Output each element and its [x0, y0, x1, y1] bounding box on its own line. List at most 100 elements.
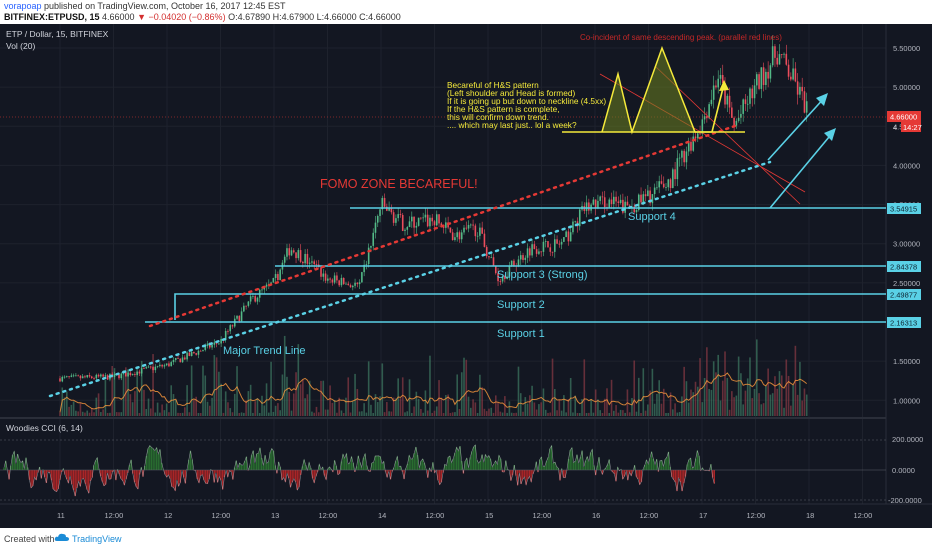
volume-bar	[395, 398, 397, 416]
cci-bar	[437, 470, 439, 481]
cci-bar	[591, 449, 593, 470]
candle-body	[597, 200, 599, 209]
support-1-label: Support 1	[497, 328, 545, 340]
support-3-tag-text: 2.84378	[890, 263, 917, 272]
volume-bar	[136, 366, 138, 416]
cci-bar	[589, 452, 592, 470]
cci-bar	[389, 470, 392, 480]
cci-bar	[584, 460, 587, 470]
volume-bar	[465, 359, 468, 416]
volume-bar	[728, 409, 731, 416]
candle-body	[417, 217, 420, 226]
volume-bar	[742, 404, 744, 416]
volume-bar	[272, 411, 275, 416]
volume-bar	[449, 412, 452, 416]
fomo-note: FOMO ZONE BECAREFUL!	[320, 177, 478, 191]
cci-bar	[60, 470, 63, 473]
candle-body	[681, 150, 683, 158]
cci-bar	[23, 468, 26, 470]
cci-bar	[238, 463, 241, 470]
cyan-projection-arrow-2	[769, 130, 835, 209]
volume-bar	[690, 389, 692, 416]
volume-bar	[70, 404, 73, 416]
cci-bar	[123, 470, 126, 486]
candle-body	[488, 256, 490, 258]
candle-body	[551, 251, 554, 253]
cci-bar	[457, 450, 460, 470]
hs-line-6: .... which may last just.. lol a week?	[447, 120, 577, 130]
volume-bar	[585, 412, 588, 416]
cci-bar	[672, 470, 675, 480]
volume-bar	[501, 412, 504, 416]
chart-area[interactable]: ETP / Dollar, 15, BITFINEX Vol (20) Co-i…	[0, 24, 932, 528]
candle-body	[88, 375, 91, 377]
hs-line-1: Becareful of H&S pattern	[447, 80, 539, 90]
cci-bar	[237, 467, 239, 470]
candle-body	[140, 368, 143, 374]
candle-body	[174, 357, 177, 360]
volume-bar	[263, 405, 266, 416]
volume-bar	[576, 412, 579, 416]
candle-body	[771, 46, 774, 66]
candle-body	[392, 212, 395, 223]
cci-bar	[220, 470, 222, 481]
cci-bar	[467, 467, 470, 470]
cci-bar	[605, 467, 607, 470]
volume-bar	[658, 380, 660, 416]
cci-bar	[25, 457, 27, 470]
candle-body	[508, 265, 511, 277]
volume-bar	[376, 402, 379, 416]
volume-bar	[365, 412, 368, 416]
cci-bar	[518, 470, 521, 473]
volume-bar	[159, 412, 161, 416]
volume-bar	[218, 371, 220, 416]
cci-bar	[498, 455, 500, 470]
cci-bar	[189, 450, 192, 470]
candle-body	[224, 331, 227, 341]
tradingview-brand-text[interactable]: TradingView	[72, 534, 122, 544]
candle-body	[365, 264, 368, 265]
volume-bar	[474, 402, 477, 416]
candle-body	[667, 179, 670, 188]
cci-bar	[427, 470, 429, 478]
candle-body	[127, 372, 129, 377]
candle-body	[524, 257, 527, 260]
candle-body	[247, 301, 250, 306]
volume-bar	[726, 378, 729, 416]
volume-bar	[179, 412, 182, 416]
candle-body	[411, 216, 413, 222]
candle-body	[649, 190, 651, 204]
cci-bar	[135, 470, 137, 487]
candle-body	[615, 196, 617, 202]
cci-bar	[216, 470, 219, 483]
cci-bar	[484, 454, 487, 470]
cci-bar	[535, 461, 538, 470]
candle-body	[61, 376, 64, 382]
support-2-line	[174, 293, 886, 320]
tradingview-cloud-icon	[54, 531, 70, 547]
cci-bar	[506, 469, 509, 470]
volume-bar	[780, 375, 783, 416]
candle-body	[177, 357, 179, 359]
volume-bar	[383, 412, 386, 416]
volume-bar	[553, 389, 556, 416]
volume-bar	[529, 395, 531, 416]
cci-bar	[432, 462, 434, 470]
volume-bar	[517, 366, 520, 416]
cci-bar	[286, 470, 288, 474]
volume-bar	[476, 412, 479, 416]
candle-body	[358, 282, 361, 285]
candle-body	[206, 343, 209, 347]
volume-bar	[599, 410, 601, 416]
volume-bar	[758, 393, 760, 416]
volume-bar	[440, 397, 443, 416]
cci-bar	[633, 465, 636, 470]
candle-body	[442, 226, 445, 228]
candle-body	[574, 221, 577, 223]
candle-body	[470, 224, 472, 226]
candle-body	[603, 197, 606, 208]
volume-bar	[361, 411, 363, 416]
cci-bar	[710, 464, 712, 470]
cci-bar	[150, 447, 153, 470]
author-link[interactable]: vorapoap	[4, 1, 42, 11]
